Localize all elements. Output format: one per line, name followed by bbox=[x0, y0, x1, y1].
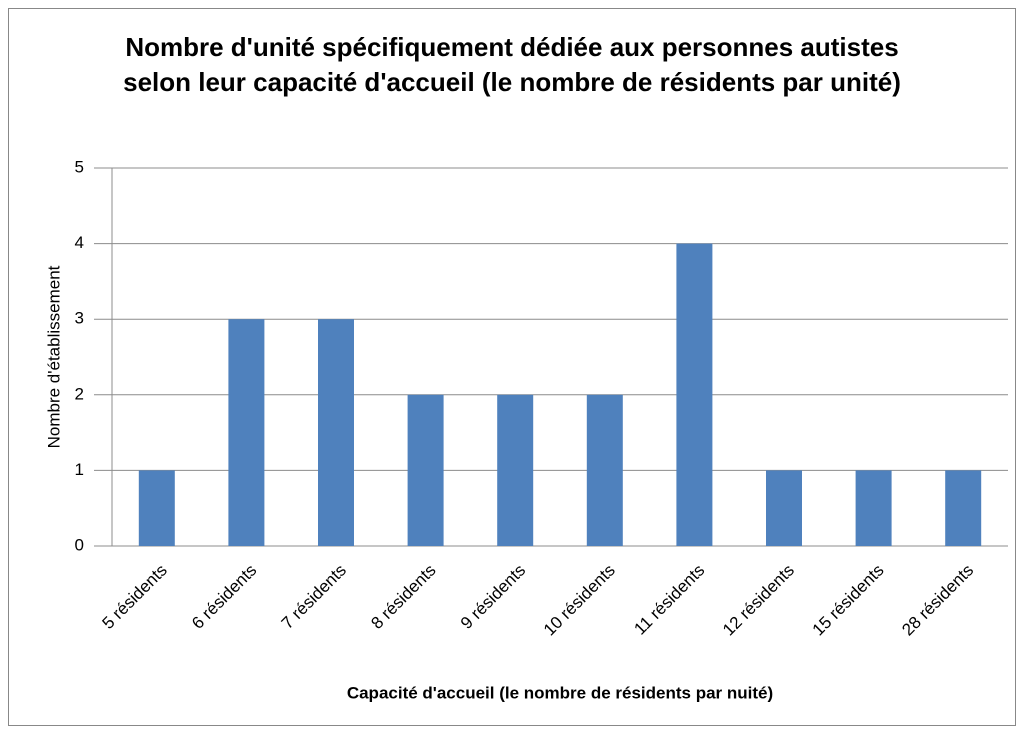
bar bbox=[228, 319, 265, 546]
y-tick-label: 5 bbox=[75, 157, 84, 176]
x-tick-label: 8 résidents bbox=[367, 561, 439, 633]
bar bbox=[138, 470, 175, 546]
x-tick-label: 28 résidents bbox=[898, 561, 977, 640]
chart-title: Nombre d'unité spécifiquement dédiée aux… bbox=[123, 32, 901, 97]
x-tick-label: 10 résidents bbox=[540, 561, 619, 640]
x-tick-label: 5 résidents bbox=[99, 561, 171, 633]
x-tick-label: 6 résidents bbox=[188, 561, 260, 633]
y-tick-label: 2 bbox=[75, 384, 84, 403]
y-axis-title: Nombre d'établissement bbox=[44, 265, 63, 448]
x-tick-label: 11 résidents bbox=[630, 561, 708, 639]
bar bbox=[407, 394, 444, 546]
x-axis-title: Capacité d'accueil (le nombre de résiden… bbox=[347, 683, 773, 702]
y-tick-label: 3 bbox=[75, 309, 84, 328]
bar bbox=[676, 243, 713, 546]
y-tick-label: 1 bbox=[75, 460, 84, 479]
y-tick-label: 0 bbox=[75, 535, 84, 554]
y-tick-label: 4 bbox=[75, 233, 84, 252]
bar bbox=[945, 470, 982, 546]
x-tick-label: 12 résidents bbox=[719, 561, 798, 640]
bar bbox=[318, 319, 354, 546]
x-tick-label: 15 résidents bbox=[809, 561, 888, 640]
bar bbox=[586, 394, 623, 546]
bar bbox=[855, 470, 892, 546]
x-tick-label: 9 résidents bbox=[457, 561, 529, 633]
x-tick-label: 7 résidents bbox=[278, 561, 350, 633]
chart-frame bbox=[8, 8, 1016, 726]
bar bbox=[497, 394, 534, 546]
bar bbox=[766, 470, 802, 546]
